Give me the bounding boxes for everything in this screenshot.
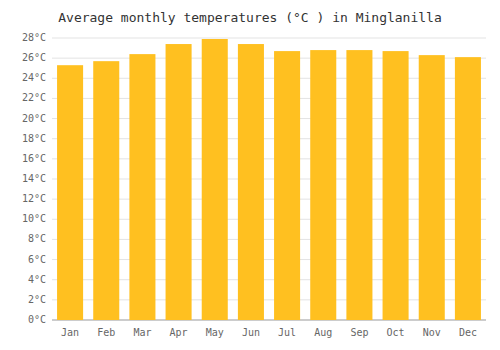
x-tick-label: Jun — [242, 327, 260, 338]
y-tick-label: 16°C — [22, 153, 46, 164]
x-tick-label: Aug — [314, 327, 332, 338]
x-tick-label: Jul — [278, 327, 296, 338]
x-tick-label: May — [206, 327, 224, 338]
x-tick-label: Feb — [97, 327, 115, 338]
bar — [57, 65, 83, 320]
x-tick-label: Oct — [387, 327, 405, 338]
bar — [419, 55, 445, 320]
bar — [93, 61, 119, 320]
y-tick-label: 4°C — [28, 274, 46, 285]
bar — [238, 44, 264, 320]
y-tick-label: 2°C — [28, 294, 46, 305]
y-tick-label: 22°C — [22, 92, 46, 103]
bar — [129, 54, 155, 320]
bar — [383, 51, 409, 320]
x-tick-label: Apr — [170, 327, 188, 338]
x-tick-label: Dec — [459, 327, 477, 338]
y-tick-label: 12°C — [22, 193, 46, 204]
bar — [346, 50, 372, 320]
x-tick-label: Jan — [61, 327, 79, 338]
chart: 0°C 2°C 4°C 6°C 8°C 10°C 12°C 14°C 16°C 18°C 20°C 2… — [0, 0, 500, 350]
x-tick-label: Sep — [350, 327, 368, 338]
bar — [274, 51, 300, 320]
y-tick-label: 14°C — [22, 173, 46, 184]
grid — [52, 38, 486, 320]
grid-line — [52, 38, 486, 39]
y-tick-label: 18°C — [22, 133, 46, 144]
y-tick-label: 0°C — [28, 314, 46, 325]
x-tick-label: Mar — [133, 327, 151, 338]
y-tick-label: 28°C — [22, 32, 46, 43]
bar — [166, 44, 192, 320]
y-tick-label: 10°C — [22, 213, 46, 224]
page: {"chart_data": {"type": "bar", "title": … — [0, 0, 500, 350]
y-axis: 0°C 2°C 4°C 6°C 8°C 10°C 12°C 14°C 16°C 18°C 20°C 2… — [22, 32, 46, 325]
bars — [57, 39, 481, 320]
y-tick-label: 26°C — [22, 52, 46, 63]
y-tick-label: 20°C — [22, 113, 46, 124]
y-tick-label: 24°C — [22, 72, 46, 83]
y-tick-label: 8°C — [28, 233, 46, 244]
y-tick-label: 6°C — [28, 254, 46, 265]
bar — [202, 39, 228, 320]
x-axis: Jan Feb Mar Apr May Jun Jul Aug Sep Oct Nov Dec — [61, 327, 477, 338]
bar — [310, 50, 336, 320]
x-tick-label: Nov — [423, 327, 441, 338]
title: Average monthly temperatures (°C ) in Mi… — [58, 10, 442, 25]
bar — [455, 57, 481, 320]
